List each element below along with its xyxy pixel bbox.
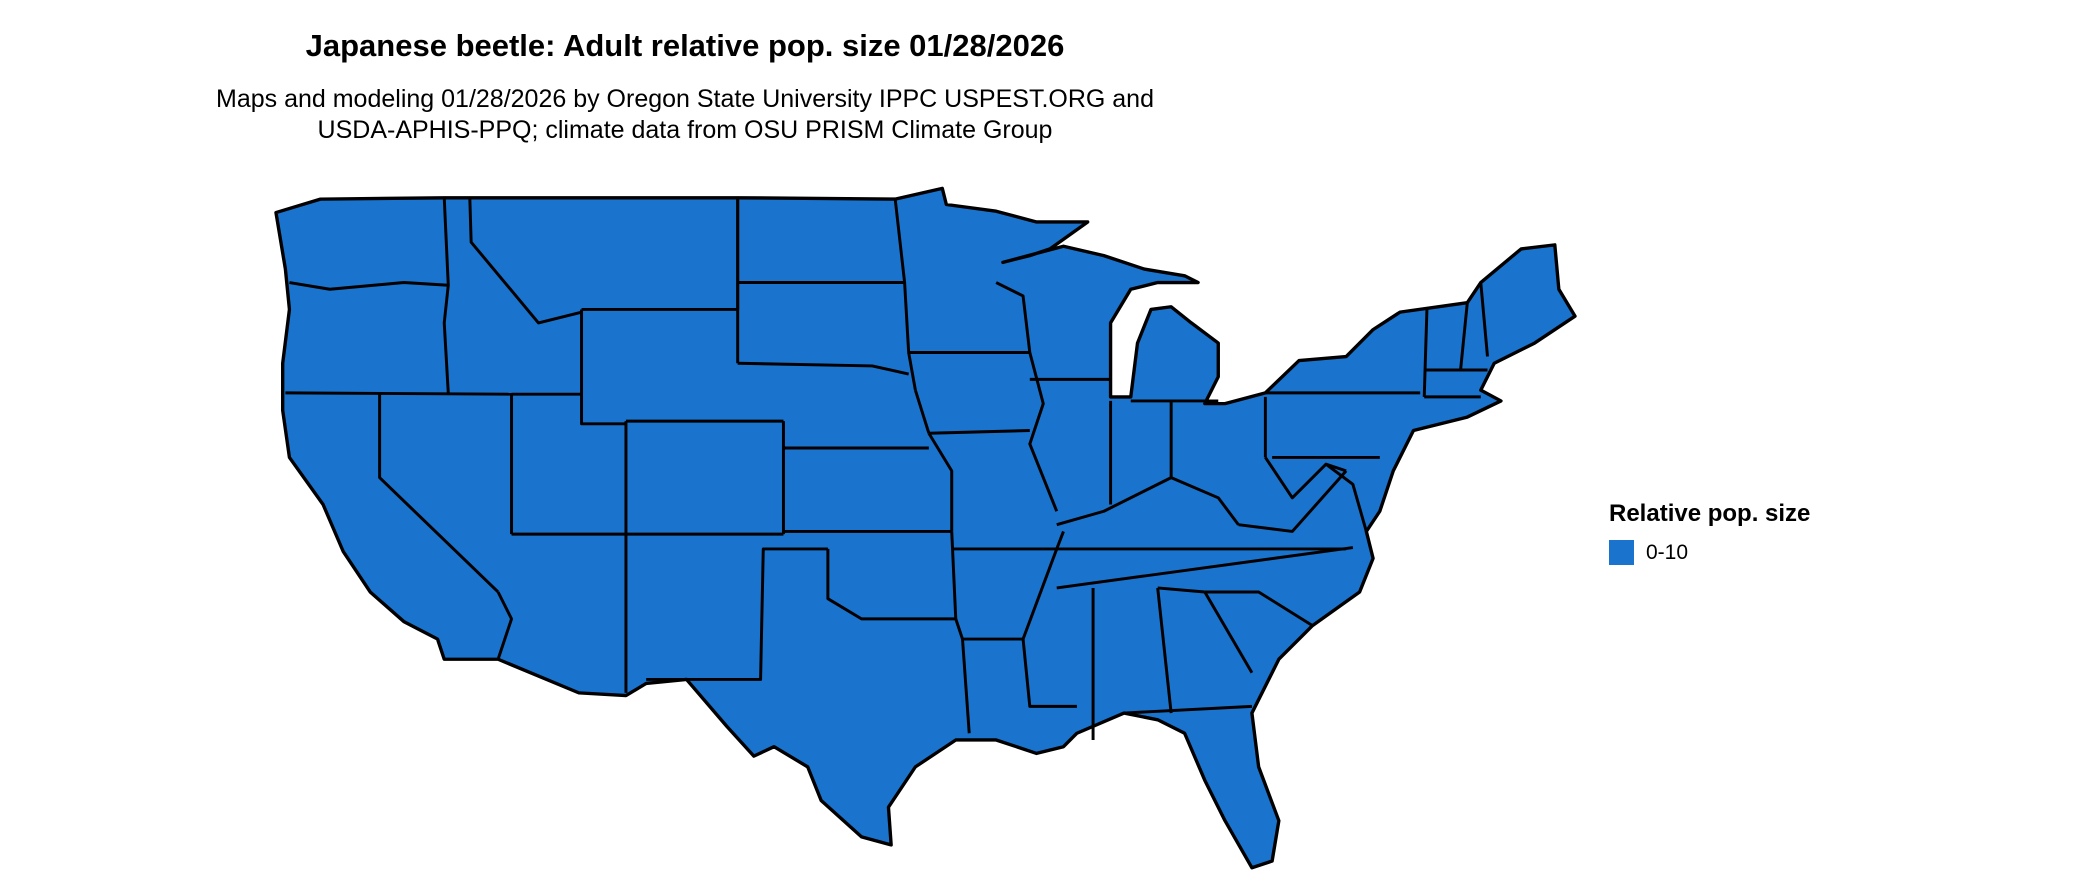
state-border: [1264, 456, 1347, 500]
state-border: [1325, 462, 1368, 532]
state-border: [928, 429, 1030, 435]
state-border: [1422, 309, 1429, 397]
state-border: [1123, 704, 1253, 715]
state-border: [468, 197, 582, 325]
state-border: [442, 197, 450, 393]
legend-swatch: [1609, 540, 1634, 565]
legend-label: 0-10: [1646, 540, 1689, 564]
state-border: [1056, 546, 1354, 590]
state-border: [995, 281, 1032, 353]
subtitle-line-1: Maps and modeling 01/28/2026 by Oregon S…: [216, 85, 1154, 113]
state-border: [961, 638, 971, 734]
state-border: [1021, 548, 1059, 640]
map-subtitle: Maps and modeling 01/28/2026 by Oregon S…: [0, 84, 1370, 146]
state-border: [646, 547, 828, 681]
state-borders: [285, 197, 1489, 740]
state-border: [1238, 469, 1348, 533]
state-border: [1479, 282, 1489, 357]
legend-title: Relative pop. size: [1609, 500, 1811, 527]
state-border: [1459, 302, 1469, 371]
state-border: [496, 591, 514, 660]
state-border: [1204, 590, 1314, 627]
subtitle-line-2: USDA-APHIS-PPQ; climate data from OSU PR…: [317, 116, 1053, 144]
state-border: [1203, 591, 1254, 674]
map-title: Japanese beetle: Adult relative pop. siz…: [305, 28, 1065, 63]
state-border: [950, 531, 958, 619]
state-border: [927, 432, 954, 532]
state-border: [1028, 352, 1059, 512]
state-border: [826, 548, 956, 621]
state-border: [1156, 587, 1173, 714]
state-border: [285, 391, 512, 396]
state-border: [1021, 638, 1077, 708]
legend: Relative pop. size 0-10: [1609, 500, 1810, 565]
state-border: [737, 361, 909, 376]
state-border: [893, 198, 917, 391]
state-border: [913, 389, 931, 434]
state-border: [511, 392, 626, 426]
us-outline: [274, 186, 1577, 870]
state-border: [1157, 586, 1205, 594]
legend-item: 0-10: [1609, 540, 1810, 565]
state-border: [378, 394, 500, 594]
state-border: [289, 281, 449, 291]
